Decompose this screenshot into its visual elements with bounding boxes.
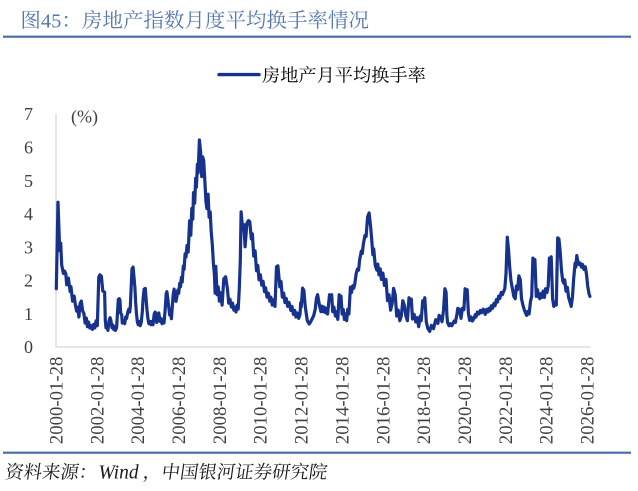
svg-text:2: 2 [24, 271, 33, 291]
svg-text:(%): (%) [71, 107, 98, 128]
svg-text:2012-01-28: 2012-01-28 [292, 357, 313, 445]
svg-text:45: 45 [41, 10, 62, 32]
svg-text:2000-01-28: 2000-01-28 [47, 357, 68, 445]
svg-text:2020-01-28: 2020-01-28 [455, 357, 476, 445]
svg-text:2026-01-28: 2026-01-28 [578, 357, 599, 445]
svg-text:2006-01-28: 2006-01-28 [169, 357, 190, 445]
svg-text:2022-01-28: 2022-01-28 [496, 357, 517, 445]
svg-text:2010-01-28: 2010-01-28 [251, 357, 272, 445]
svg-text:3: 3 [24, 237, 33, 257]
svg-text:7: 7 [24, 104, 33, 124]
svg-text:2018-01-28: 2018-01-28 [414, 357, 435, 445]
svg-text:6: 6 [24, 138, 33, 158]
svg-text:2016-01-28: 2016-01-28 [373, 357, 394, 445]
svg-text:2004-01-28: 2004-01-28 [128, 357, 149, 445]
svg-text:5: 5 [24, 171, 33, 191]
svg-text:2014-01-28: 2014-01-28 [332, 357, 353, 445]
svg-text:1: 1 [24, 304, 33, 324]
svg-text:4: 4 [24, 204, 33, 224]
svg-text:2002-01-28: 2002-01-28 [87, 357, 108, 445]
svg-text:0: 0 [24, 337, 33, 357]
svg-text:2008-01-28: 2008-01-28 [210, 357, 231, 445]
svg-text:2024-01-28: 2024-01-28 [537, 357, 558, 445]
svg-text:Wind: Wind [99, 462, 139, 483]
